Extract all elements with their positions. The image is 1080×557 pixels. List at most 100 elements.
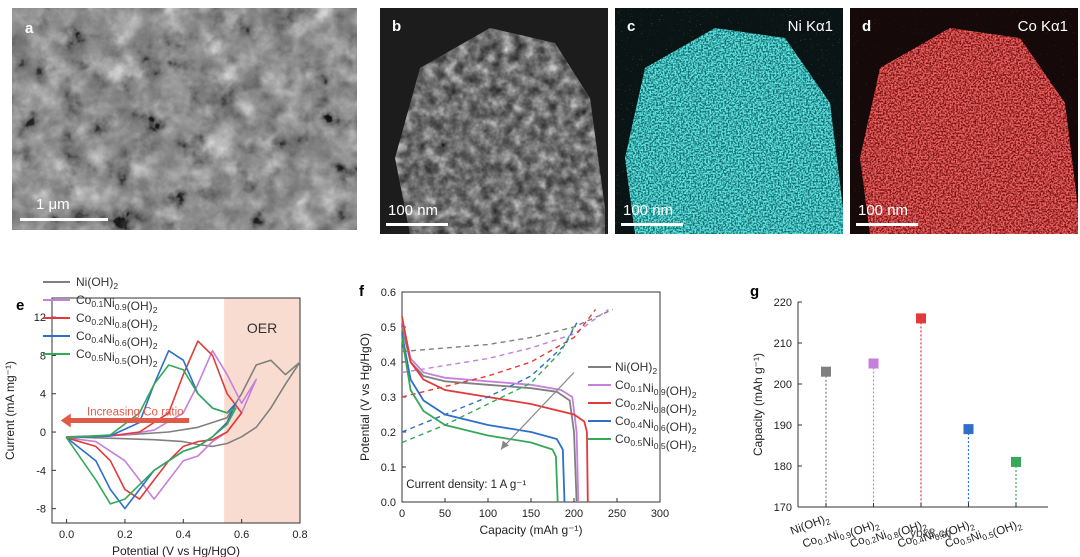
capacity-point-3 <box>963 424 974 435</box>
scale-bar-c <box>621 223 683 226</box>
charge-curve-0 <box>401 308 613 353</box>
x-tick-label-f: 100 <box>479 508 497 520</box>
capacity-point-1 <box>868 358 879 369</box>
trend-arrow-shaft <box>500 372 575 450</box>
y-axis-label-e: Current (mA mg⁻¹) <box>3 361 17 460</box>
y-tick-label-e: -8 <box>36 504 46 516</box>
x-tick-label-e: 0.8 <box>292 529 307 541</box>
legend-label-f: Co0.4Ni0.6(OH)2 <box>615 414 697 436</box>
x-tick-label-f: 250 <box>608 508 626 520</box>
x-tick-label-f: 0 <box>399 508 405 520</box>
y-tick-label-g: 170 <box>774 502 792 514</box>
y-tick-label-e: -4 <box>36 465 46 477</box>
charge-curve-2 <box>401 309 597 398</box>
panel-label-d: d <box>862 18 872 35</box>
cv-chart-e: OER 0.0 0.2 0.4 0.6 0.8 -8 -4 0 4 8 12 Potential (V … <box>3 275 308 557</box>
y-tick-label-g: 200 <box>774 379 792 391</box>
y-axis-label-f: Potential (V vs Hg/HgO) <box>358 333 372 461</box>
arrow-head-icon <box>60 413 71 428</box>
element-label-co: Co Kα1 <box>1017 18 1068 35</box>
legend-label-e: Co0.4Ni0.6(OH)2 <box>76 329 158 351</box>
discharge-curve-1 <box>401 319 580 503</box>
legend-label-f: Co0.5Ni0.5(OH)2 <box>615 432 697 454</box>
panel-label-c: c <box>627 18 636 35</box>
panel-label-b: b <box>392 18 402 35</box>
y-tick-label-e: 0 <box>40 427 46 439</box>
discharge-curve-4 <box>401 337 559 503</box>
scale-bar-a <box>20 218 108 221</box>
legend-label-f: Co0.1Ni0.9(OH)2 <box>615 378 697 400</box>
oer-label: OER <box>247 320 277 336</box>
charge-curve-4 <box>401 326 575 444</box>
cv-curve-0 <box>65 359 301 448</box>
eds-map-ni-panel-c: c Ni Kα1 100 nm <box>615 8 843 234</box>
plot-frame-e <box>51 297 301 524</box>
cv-curve-4 <box>65 364 237 505</box>
gcd-chart-f: 0 50 100 150 200 250 300 0.0 0.1 0.2 0.3 0.4 0.5 0.6 C… <box>358 283 697 537</box>
eds-map-co-panel-d: d Co Kα1 100 nm <box>850 8 1078 234</box>
sem-image-panel-a: a 1 μm <box>12 8 357 230</box>
capacity-point-2 <box>916 313 926 324</box>
legend-label-e: Ni(OH)2 <box>76 275 118 291</box>
x-tick-label-f: 200 <box>565 508 583 520</box>
x-axis-label-f: Capacity (mAh g⁻¹) <box>479 523 582 537</box>
y-tick-label-f: 0.0 <box>381 497 396 509</box>
legend-label-e: Co0.5Ni0.5(OH)2 <box>76 347 158 369</box>
y-tick-label-g: 220 <box>774 297 792 309</box>
stem-image-panel-b: b 100 nm <box>380 8 608 234</box>
y-tick-label-f: 0.3 <box>381 392 396 404</box>
scale-bar-label-c: 100 nm <box>623 202 674 219</box>
y-tick-label-f: 0.5 <box>381 322 396 334</box>
legend-label-e: Co0.1Ni0.9(OH)2 <box>76 293 158 315</box>
capacity-point-4 <box>1011 456 1021 467</box>
arrow-label: Increasing Co ratio <box>87 407 184 419</box>
watermark-text: ybx8.cn <box>910 526 951 540</box>
x-tick-label-e: 0.4 <box>176 529 191 541</box>
element-label-ni: Ni Kα1 <box>787 18 833 35</box>
y-axis-label-g: Capacity (mAh g⁻¹) <box>751 353 765 456</box>
scale-bar-d <box>856 223 918 226</box>
discharge-curve-2 <box>401 316 589 503</box>
capacity-point-0 <box>821 366 831 377</box>
y-tick-label-f: 0.6 <box>381 287 396 299</box>
x-tick-label-e: 0.0 <box>59 529 74 541</box>
cv-curve-3 <box>65 349 237 510</box>
x-tick-label-f: 150 <box>522 508 540 520</box>
co-map-image <box>850 8 1078 234</box>
current-density-label: Current density: 1 A g⁻¹ <box>406 479 526 491</box>
scale-bar-label-a: 1 μm <box>36 196 70 213</box>
y-tick-label-f: 0.4 <box>381 357 396 369</box>
discharge-curve-0 <box>401 326 578 503</box>
scale-bar-label-d: 100 nm <box>858 202 909 219</box>
x-axis-label-e: Potential (V vs Hg/HgO) <box>112 544 240 557</box>
cv-curve-2 <box>65 340 243 500</box>
x-tick-label-f: 50 <box>439 508 451 520</box>
x-tick-label-f: 300 <box>651 508 669 520</box>
y-tick-label-f: 0.2 <box>381 427 396 439</box>
y-tick-label-e: 8 <box>40 350 46 362</box>
panel-label-e: e <box>16 297 24 314</box>
panel-label-g: g <box>750 283 759 300</box>
y-tick-label-g: 190 <box>774 420 792 432</box>
stem-image <box>380 8 608 234</box>
scale-bar-label-b: 100 nm <box>388 202 439 219</box>
x-tick-label-g: Co0.5Ni0.5(OH)2 <box>944 512 1025 557</box>
trend-arrow-head-icon <box>500 440 509 450</box>
ni-map-image <box>615 8 843 234</box>
y-tick-label-g: 180 <box>774 461 792 473</box>
y-tick-label-e: 12 <box>34 312 46 324</box>
x-tick-label-e: 0.2 <box>117 529 132 541</box>
x-tick-label-e: 0.6 <box>234 529 249 541</box>
panel-label-a: a <box>25 20 34 37</box>
sem-image <box>12 8 357 230</box>
legend-label-e: Co0.2Ni0.8(OH)2 <box>76 311 158 333</box>
oer-region <box>224 298 300 523</box>
legend-label-f: Ni(OH)2 <box>615 360 657 376</box>
y-tick-label-e: 4 <box>40 389 46 401</box>
legend-label-f: Co0.2Ni0.8(OH)2 <box>615 396 697 418</box>
y-tick-label-g: 210 <box>774 338 792 350</box>
scale-bar-b <box>386 223 448 226</box>
discharge-curve-3 <box>401 333 566 503</box>
panel-label-f: f <box>359 283 365 300</box>
